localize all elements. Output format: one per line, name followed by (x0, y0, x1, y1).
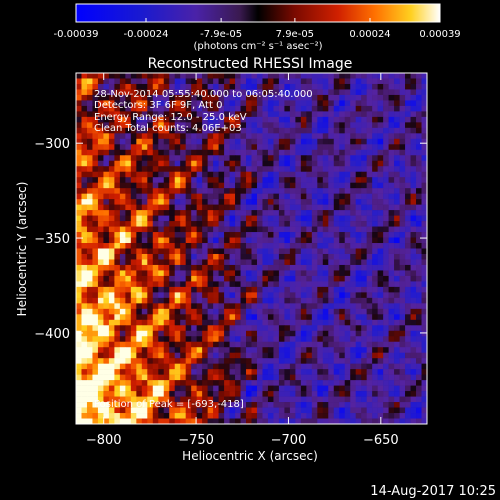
y-axis-label: Heliocentric Y (arcsec) (15, 182, 29, 317)
annotation-time-range: 28-Nov-2014 05:55:40.000 to 06:05:40.000 (94, 89, 313, 100)
annotation-clean-counts: Clean Total counts: 4.06E+03 (94, 123, 242, 134)
x-tick-label: −750 (178, 433, 214, 448)
colorbar-ticks: -0.00039 -0.00024 -7.9e-05 7.9e-05 0.00024 0.… (54, 18, 461, 40)
heatmap-image (76, 73, 427, 424)
annotation-energy-range: Energy Range: 12.0 - 25.0 keV (94, 112, 247, 123)
colorbar (75, 3, 441, 23)
colorbar-tick-label: 0.00024 (349, 29, 390, 40)
peak-position-label: Position of Peak = [-693,-418] (94, 399, 244, 410)
x-tick-label: −800 (86, 433, 122, 448)
y-axis-ticks: −300 −350 −400 (34, 137, 427, 342)
x-axis-label: Heliocentric X (arcsec) (182, 449, 318, 463)
x-tick-label: −650 (363, 433, 399, 448)
colorbar-tick-label: -0.00039 (54, 29, 99, 40)
colorbar-tick-label: -7.9e-05 (200, 29, 242, 40)
colorbar-tick-label: 0.00039 (419, 29, 460, 40)
colorbar-tick-label: -0.00024 (124, 29, 169, 40)
colorbar-tick-label: 7.9e-05 (276, 29, 314, 40)
chart-title: Reconstructed RHESSI Image (148, 56, 353, 72)
footer-date: 14-Aug-2017 10:25 (370, 484, 496, 499)
y-tick-label: −400 (34, 327, 70, 342)
colorbar-units-label: (photons cm⁻² s⁻¹ asec⁻²) (193, 41, 322, 52)
plot-frame (75, 72, 428, 425)
annotation-detectors: Detectors: 3F 6F 9F, Att 0 (94, 100, 222, 111)
y-tick-label: −350 (34, 232, 70, 247)
x-axis-ticks: −800 −750 −700 −650 (86, 73, 399, 448)
y-tick-label: −300 (34, 137, 70, 152)
x-tick-label: −700 (271, 433, 307, 448)
